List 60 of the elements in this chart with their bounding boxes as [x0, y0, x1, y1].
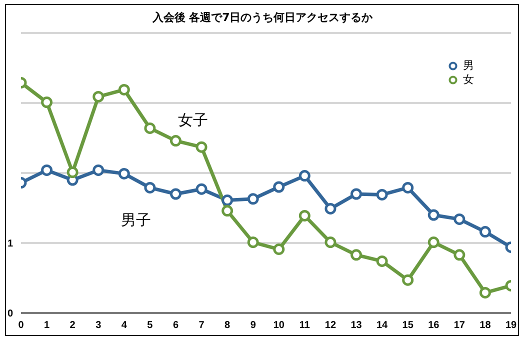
point: [273, 244, 285, 256]
x-tick-label: 8: [224, 320, 231, 332]
point: [92, 164, 104, 176]
point: [196, 141, 208, 153]
point: [66, 166, 78, 178]
x-tick-label: 14: [376, 320, 388, 332]
x-tick-label: 16: [428, 320, 440, 332]
point: [170, 135, 182, 147]
x-tick-label: 17: [454, 320, 466, 332]
point: [376, 188, 388, 200]
x-tick-label: 18: [480, 320, 492, 332]
point: [479, 286, 491, 298]
point: [454, 213, 466, 225]
point: [428, 209, 440, 221]
point: [324, 202, 336, 214]
annotation: 男子: [121, 211, 151, 230]
x-tick-label: 4: [121, 320, 128, 332]
x-tick-label: 12: [324, 320, 336, 332]
chart-title: 入会後 各週で7日のうち何日アクセスするか: [151, 10, 374, 25]
point: [376, 255, 388, 267]
x-tick-label: 10: [273, 320, 285, 332]
point: [247, 236, 259, 248]
x-tick-label: 1: [44, 320, 50, 332]
point: [402, 182, 414, 194]
point: [402, 274, 414, 286]
point: [454, 249, 466, 261]
point: [118, 84, 130, 96]
point: [170, 188, 182, 200]
point: [428, 236, 440, 248]
x-tick-label: 0: [18, 320, 24, 332]
point: [247, 193, 259, 205]
x-tick-label: 7: [198, 320, 205, 332]
x-tick-label: 15: [402, 320, 414, 332]
point: [41, 96, 53, 108]
x-tick-label: 2: [70, 320, 76, 332]
x-tick-label: 19: [505, 320, 517, 332]
x-tick-label: 6: [172, 320, 179, 332]
point: [324, 236, 336, 248]
point: [144, 182, 156, 194]
x-tick-label: 11: [299, 320, 310, 332]
point: [144, 122, 156, 134]
point: [350, 188, 362, 200]
point: [298, 210, 310, 222]
point: [350, 249, 362, 261]
annotation: 女子: [178, 111, 208, 130]
point: [41, 164, 53, 176]
point: [92, 90, 104, 102]
legend-label: 女: [463, 73, 474, 87]
point: [273, 181, 285, 193]
point: [196, 183, 208, 195]
point: [222, 194, 234, 206]
point: [479, 226, 491, 238]
point: [222, 205, 234, 217]
x-tick-label: 13: [350, 320, 362, 332]
x-tick-label: 3: [96, 320, 102, 332]
point: [118, 168, 130, 180]
point: [298, 170, 310, 182]
legend-label: 男: [463, 59, 474, 73]
x-tick-label: 5: [147, 320, 154, 332]
x-tick-label: 9: [250, 320, 256, 332]
